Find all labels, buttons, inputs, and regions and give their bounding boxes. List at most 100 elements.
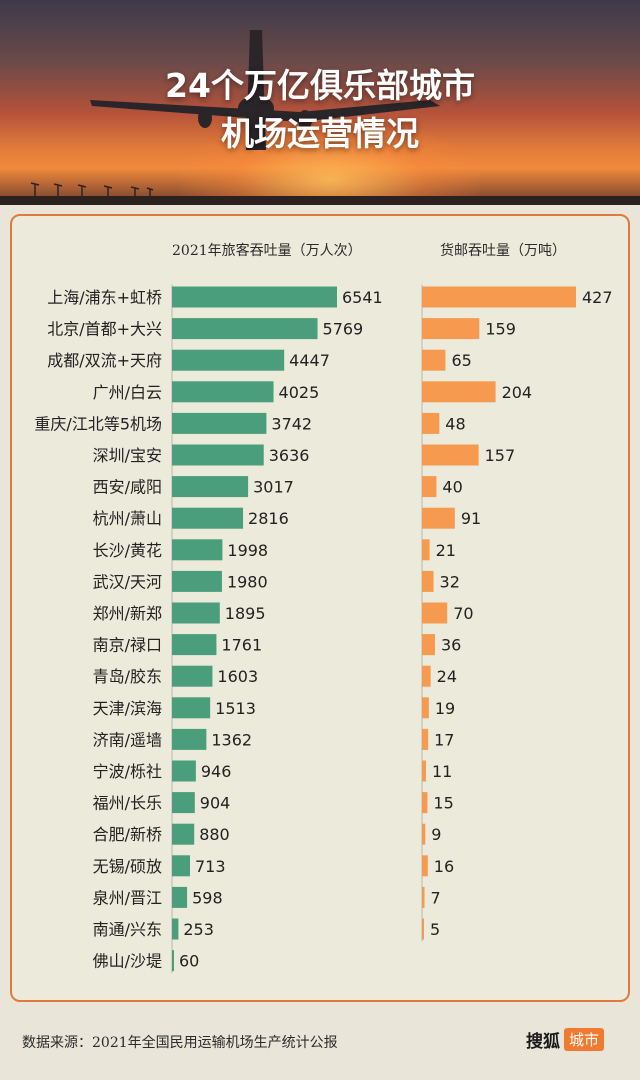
category-label: 南通/兴东 bbox=[93, 920, 162, 939]
passenger-value-label: 3636 bbox=[269, 446, 310, 465]
cargo-value-label: 48 bbox=[445, 414, 465, 433]
passenger-value-label: 60 bbox=[179, 952, 199, 971]
category-label: 成都/双流+天府 bbox=[47, 351, 162, 370]
category-label: 宁波/栎社 bbox=[93, 762, 162, 781]
passenger-bar bbox=[172, 634, 217, 656]
category-label: 西安/咸阳 bbox=[93, 478, 162, 497]
cargo-bar bbox=[422, 602, 448, 624]
cargo-bar bbox=[422, 412, 440, 434]
brand-tag: 城市 bbox=[564, 1027, 605, 1051]
cargo-value-label: 91 bbox=[461, 509, 481, 528]
cargo-value-label: 5 bbox=[430, 920, 440, 939]
cargo-bar bbox=[422, 507, 455, 529]
cargo-bar bbox=[422, 665, 431, 687]
cargo-value-label: 159 bbox=[485, 320, 516, 339]
passenger-column-header: 2021年旅客吞吐量（万人次） bbox=[172, 243, 362, 259]
cargo-bar bbox=[422, 792, 428, 814]
category-label: 杭州/萧山 bbox=[93, 509, 162, 528]
passenger-bar bbox=[172, 665, 213, 687]
category-label: 泉州/晋江 bbox=[93, 888, 162, 907]
cargo-value-label: 21 bbox=[436, 541, 456, 560]
category-label: 济南/遥墙 bbox=[93, 730, 162, 749]
header-banner: 24个万亿俱乐部城市 机场运营情况 bbox=[0, 0, 640, 205]
passenger-value-label: 598 bbox=[192, 888, 223, 907]
category-label: 南京/禄口 bbox=[93, 636, 162, 655]
passenger-bar bbox=[172, 349, 285, 371]
cargo-bar bbox=[422, 918, 424, 940]
title-line-1: 24个万亿俱乐部城市 bbox=[165, 66, 475, 105]
cargo-value-label: 17 bbox=[434, 730, 454, 749]
passenger-bar bbox=[172, 476, 249, 498]
passenger-value-label: 3742 bbox=[271, 414, 312, 433]
passenger-bar bbox=[172, 539, 223, 561]
passenger-value-label: 2816 bbox=[248, 509, 289, 528]
passenger-bar bbox=[172, 286, 337, 308]
category-label: 广州/白云 bbox=[93, 383, 162, 402]
cargo-bar bbox=[422, 760, 426, 782]
passenger-value-label: 904 bbox=[200, 794, 231, 813]
passenger-value-label: 713 bbox=[195, 857, 226, 876]
passenger-bar bbox=[172, 570, 222, 592]
brand-logo: 搜狐 城市 bbox=[526, 1026, 605, 1052]
passenger-value-label: 4447 bbox=[289, 351, 330, 370]
passenger-bar bbox=[172, 792, 195, 814]
passenger-value-label: 5769 bbox=[323, 320, 364, 339]
passenger-bar bbox=[172, 823, 195, 845]
cargo-value-label: 40 bbox=[442, 478, 462, 497]
passenger-value-label: 1603 bbox=[217, 667, 258, 686]
cargo-value-label: 24 bbox=[437, 667, 457, 686]
passenger-bar bbox=[172, 318, 318, 340]
category-label: 天津/滨海 bbox=[93, 699, 162, 718]
horizon-ground bbox=[0, 196, 640, 205]
passenger-bar bbox=[172, 950, 174, 972]
cargo-value-label: 19 bbox=[435, 699, 455, 718]
category-label: 上海/浦东+虹桥 bbox=[47, 288, 162, 307]
cargo-value-label: 157 bbox=[485, 446, 516, 465]
brand-name: 搜狐 bbox=[526, 1031, 560, 1052]
cargo-bar bbox=[422, 476, 437, 498]
cargo-bar bbox=[422, 697, 429, 719]
cargo-column-header: 货邮吞吐量（万吨） bbox=[440, 243, 566, 259]
passenger-value-label: 880 bbox=[199, 825, 230, 844]
cargo-bar bbox=[422, 823, 426, 845]
passenger-value-label: 1895 bbox=[225, 604, 266, 623]
passenger-value-label: 1513 bbox=[215, 699, 256, 718]
data-source-note: 数据来源：2021年全国民用运输机场生产统计公报 bbox=[22, 1035, 338, 1051]
category-label: 郑州/新郑 bbox=[93, 604, 162, 623]
cargo-bar bbox=[422, 634, 435, 656]
airplane-illustration bbox=[30, 30, 440, 196]
passenger-bar bbox=[172, 381, 274, 403]
passenger-bar bbox=[172, 444, 264, 466]
passenger-bar bbox=[172, 697, 211, 719]
passenger-value-label: 946 bbox=[201, 762, 232, 781]
category-label: 长沙/黄花 bbox=[93, 541, 162, 560]
passenger-bar bbox=[172, 602, 220, 624]
cargo-bar bbox=[422, 728, 429, 750]
passenger-bar bbox=[172, 507, 244, 529]
category-label: 合肥/新桥 bbox=[93, 825, 162, 844]
category-label: 重庆/江北等5机场 bbox=[34, 414, 162, 433]
passenger-value-label: 253 bbox=[183, 920, 214, 939]
cargo-bar bbox=[422, 318, 480, 340]
cargo-value-label: 32 bbox=[440, 572, 460, 591]
cargo-bar bbox=[422, 539, 430, 561]
cargo-bar bbox=[422, 855, 428, 877]
category-label: 无锡/硕放 bbox=[93, 857, 162, 876]
cargo-value-label: 70 bbox=[453, 604, 473, 623]
sunset-glow bbox=[180, 120, 480, 205]
cargo-value-label: 427 bbox=[582, 288, 613, 307]
cargo-value-label: 16 bbox=[434, 857, 454, 876]
passenger-value-label: 1761 bbox=[221, 636, 262, 655]
category-label: 北京/首都+大兴 bbox=[47, 320, 162, 339]
category-label: 青岛/胶东 bbox=[93, 667, 162, 686]
passenger-bar bbox=[172, 412, 267, 434]
category-label: 福州/长乐 bbox=[93, 794, 162, 813]
category-label: 深圳/宝安 bbox=[93, 446, 162, 465]
page-title: 24个万亿俱乐部城市 机场运营情况 bbox=[0, 62, 640, 158]
cargo-value-label: 204 bbox=[502, 383, 533, 402]
title-line-2: 机场运营情况 bbox=[221, 114, 419, 153]
cargo-bar bbox=[422, 444, 479, 466]
category-label: 武汉/天河 bbox=[93, 572, 162, 591]
passenger-value-label: 1998 bbox=[227, 541, 268, 560]
